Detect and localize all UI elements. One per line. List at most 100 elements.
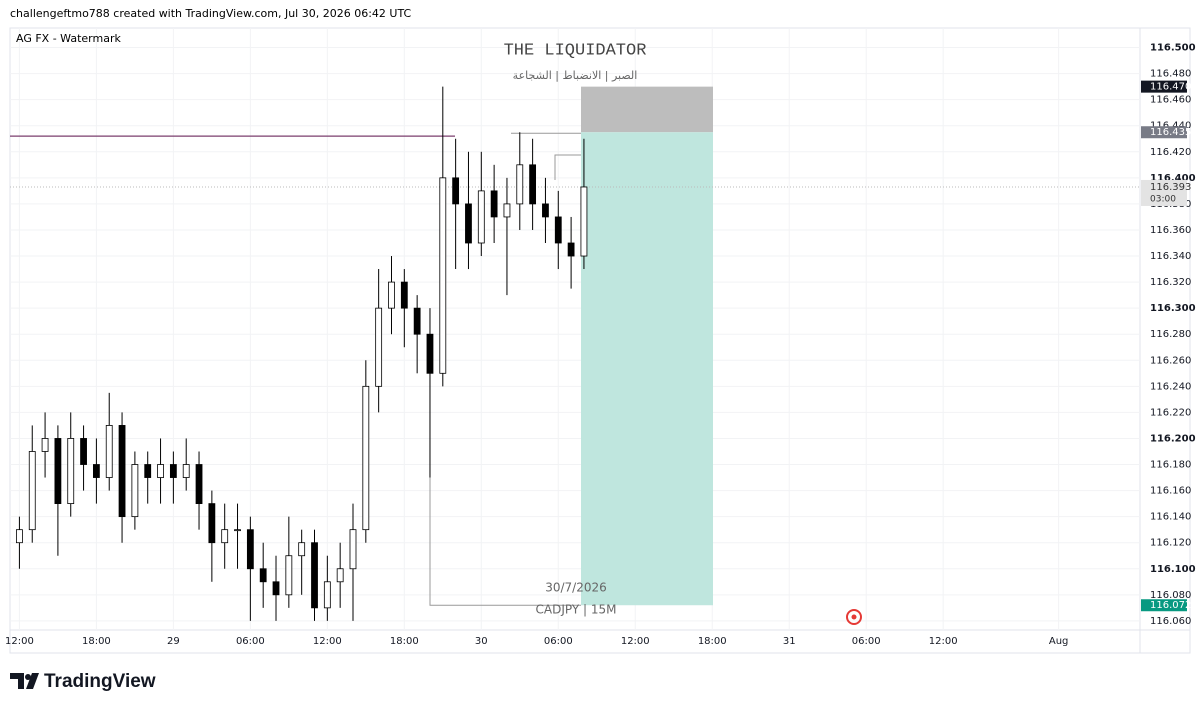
candle-body: [105, 425, 113, 478]
x-tick-label: 12:00: [313, 636, 342, 647]
y-tick-label: 116.240: [1150, 381, 1191, 392]
candle-body: [41, 438, 49, 452]
candle-body: [375, 307, 383, 387]
price-tag-label: 116.470: [1150, 82, 1191, 93]
candle-body: [388, 281, 395, 309]
candle-body: [195, 464, 203, 505]
x-tick-label: 30: [475, 636, 488, 647]
y-tick-label: 116.060: [1150, 616, 1191, 627]
candle-body: [169, 464, 177, 478]
event-marker[interactable]: [846, 609, 862, 625]
event-marker-dot: [851, 614, 857, 620]
grid: [10, 28, 1140, 630]
watermark-subtitle: الصبر | الانضباط | الشجاعة: [513, 69, 638, 82]
x-tick-label: 18:00: [698, 636, 727, 647]
x-tick-label: 06:00: [852, 636, 881, 647]
candles: [16, 86, 588, 621]
last-price-tag: [1141, 179, 1187, 206]
candle-body: [16, 529, 23, 544]
tradingview-logo: TradingView: [10, 671, 156, 692]
x-tick-label: 29: [167, 636, 180, 647]
candle-body: [542, 203, 549, 218]
candle-body: [554, 216, 562, 244]
y-tick-label: 116.480: [1150, 69, 1191, 80]
candle-body: [349, 529, 357, 570]
candle-body: [157, 464, 164, 478]
candle-body: [400, 281, 408, 309]
y-tick-label: 116.460: [1150, 95, 1191, 106]
logo-dot: [25, 674, 31, 680]
logo-mark: [10, 673, 39, 689]
x-tick-label: 12:00: [929, 636, 958, 647]
y-tick-label: 116.180: [1150, 460, 1191, 471]
y-tick-label: 116.220: [1150, 407, 1191, 418]
x-tick-label: 06:00: [544, 636, 573, 647]
candle-body: [580, 186, 588, 257]
y-tick-label: 116.260: [1150, 355, 1191, 366]
candle-body: [28, 451, 36, 531]
candle-body: [144, 464, 152, 478]
candle-body: [246, 529, 254, 570]
y-tick-label: 116.140: [1150, 512, 1191, 523]
candle-body: [426, 333, 434, 374]
target-zone: [581, 132, 713, 606]
candle-body: [92, 464, 100, 478]
candle-body: [413, 307, 421, 335]
candle-body: [272, 581, 280, 596]
y-tick-label: 116.300: [1150, 303, 1196, 314]
price-tag: [1141, 80, 1187, 93]
candle-body: [285, 555, 293, 596]
x-tick-label: 31: [783, 636, 796, 647]
price-tag-label: 116.435: [1150, 127, 1191, 138]
candle-body: [362, 385, 370, 531]
x-tick-label: Aug: [1049, 636, 1069, 647]
x-tick-label: 12:00: [621, 636, 650, 647]
price-tag: [1141, 599, 1187, 612]
trend-drawing: [554, 154, 581, 180]
price-tag: [1141, 126, 1187, 139]
candle-body: [452, 177, 460, 205]
drawings: [10, 86, 1140, 606]
x-tick-label: 06:00: [236, 636, 265, 647]
candle-body: [80, 438, 87, 465]
candle-body: [311, 542, 318, 609]
candle-body: [54, 438, 62, 505]
candle-body: [490, 190, 498, 218]
candle-body: [567, 242, 575, 257]
candle-body: [477, 190, 485, 244]
candle-body: [529, 164, 537, 205]
candle-body: [516, 164, 524, 205]
chart-frame: [9, 27, 1191, 654]
y-tick-label: 116.160: [1150, 486, 1191, 497]
watermark-title: THE LIQUIDATOR: [504, 41, 647, 60]
y-tick-label: 116.440: [1150, 121, 1191, 132]
stop-zone: [581, 86, 713, 133]
x-tick-label: 12:00: [5, 636, 34, 647]
trend-drawing: [429, 380, 581, 606]
candle-body: [465, 203, 472, 244]
watermark-symbol: CADJPY | 15M: [536, 603, 617, 617]
candle-body: [439, 177, 447, 374]
candle-body: [298, 542, 306, 557]
candle-body: [259, 568, 267, 583]
candle-body: [182, 464, 190, 478]
candle-body: [208, 503, 216, 544]
indicator-label: AG FX - Watermark: [16, 32, 121, 45]
candle-body: [336, 568, 344, 583]
y-tick-label: 116.340: [1150, 251, 1191, 262]
y-tick-label: 116.120: [1150, 538, 1191, 549]
y-tick-label: 116.080: [1150, 590, 1191, 601]
candle-body: [234, 529, 241, 532]
y-tick-label: 116.400: [1150, 173, 1196, 184]
candle-body: [118, 425, 126, 518]
price-tag-label: 116.072: [1150, 600, 1191, 611]
candle-body: [131, 464, 139, 518]
y-tick-label: 116.320: [1150, 277, 1191, 288]
y-tick-label: 116.420: [1150, 147, 1191, 158]
watermark-date: 30/7/2026: [545, 581, 607, 595]
y-tick-label: 116.200: [1150, 433, 1196, 444]
last-price-label: 116.393: [1150, 182, 1191, 193]
candle-body: [323, 581, 331, 609]
